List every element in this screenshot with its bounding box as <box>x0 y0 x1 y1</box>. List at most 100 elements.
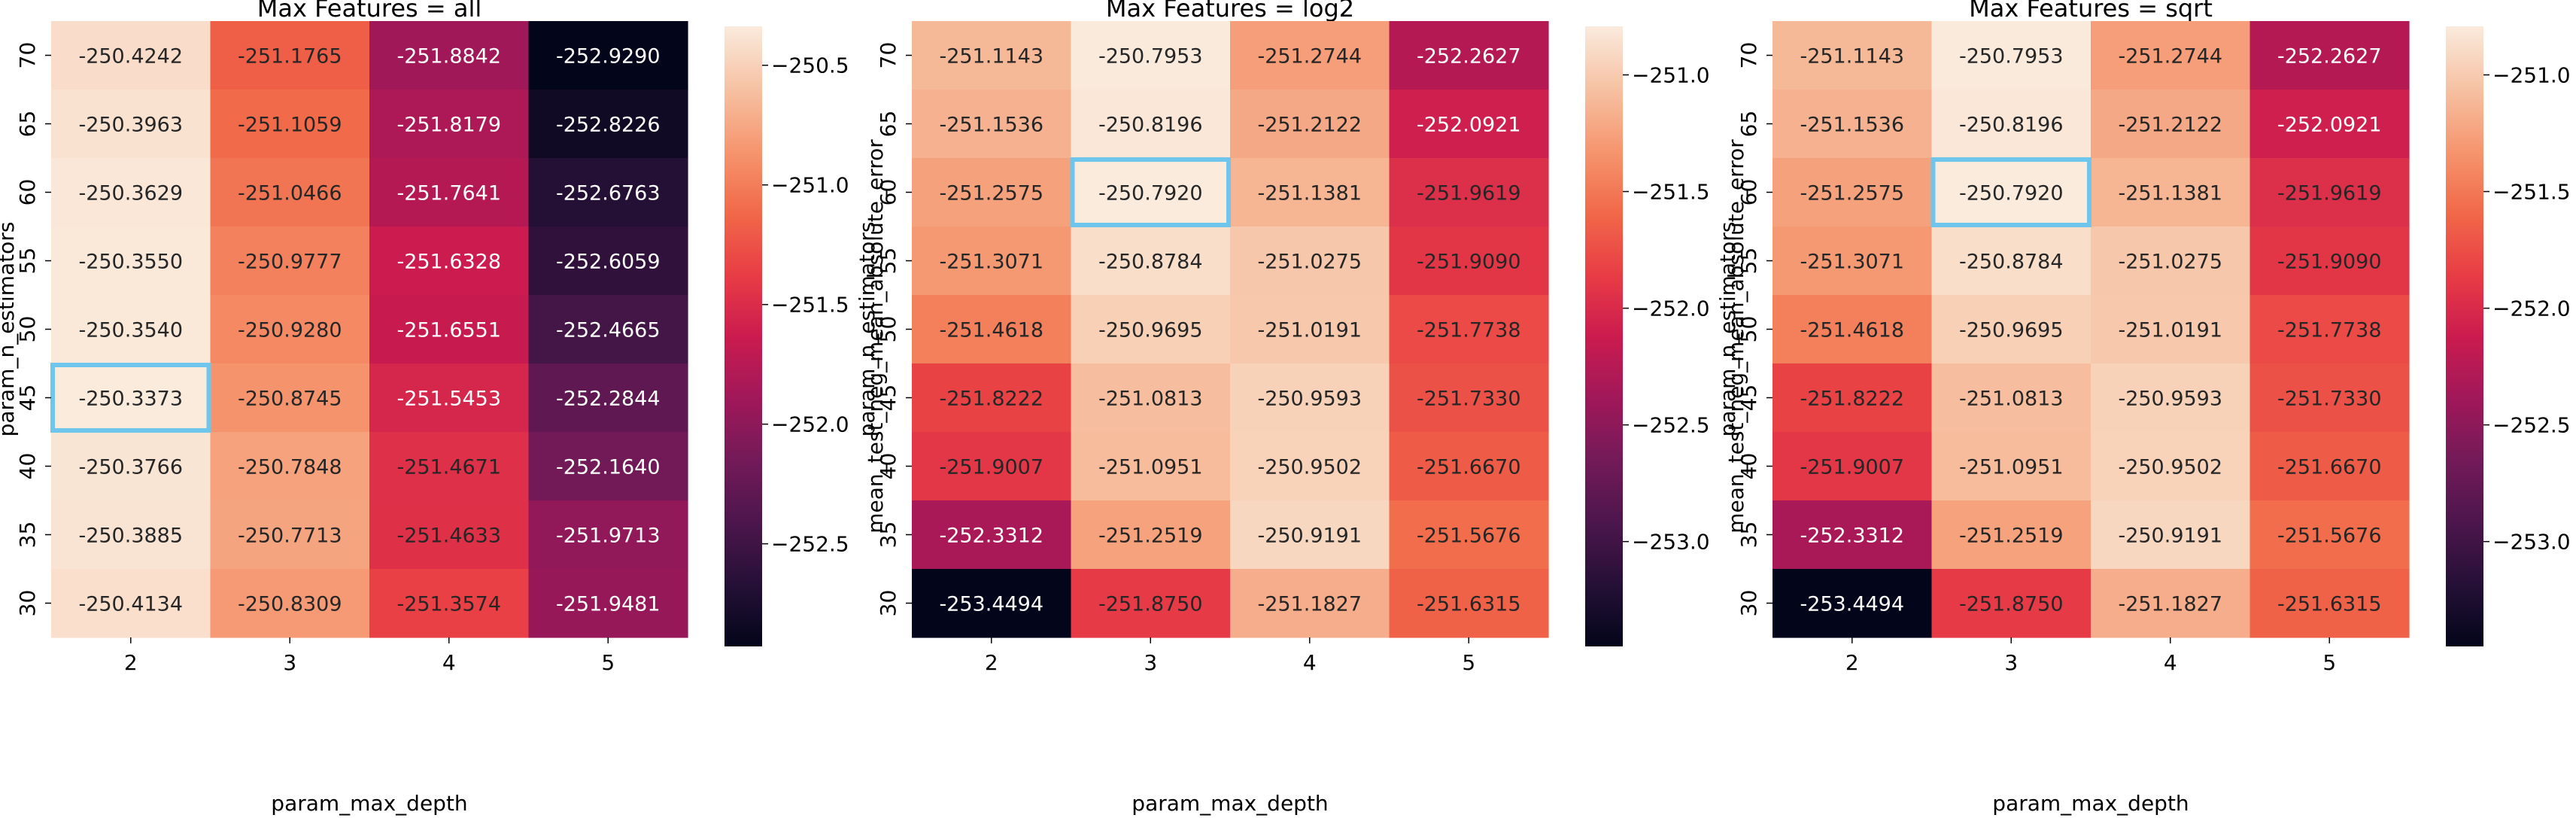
cell-label: -251.0951 <box>1959 456 2064 479</box>
cell-label: -251.1536 <box>939 114 1043 137</box>
heatmap-cell <box>1230 90 1390 159</box>
x-tick-label: 5 <box>601 650 615 675</box>
heatmap-cell <box>210 21 370 90</box>
heatmap-cell <box>1230 158 1390 227</box>
heatmap-panel-1: Max Features = all -250.4242 -251.1765 -251… <box>0 0 888 816</box>
cell-label: -251.0191 <box>2118 319 2222 342</box>
heatmap-cell <box>369 90 530 159</box>
colorbar <box>1585 26 1623 646</box>
colorbar-tick-label: −253.0 <box>1632 530 1710 555</box>
heatmap-cell <box>51 432 211 501</box>
colorbar-tick-label: −252.0 <box>2492 296 2571 321</box>
cell-label: -250.9502 <box>1257 456 1362 479</box>
colorbar-tick-label: −250.5 <box>771 53 849 78</box>
y-axis-label: param_n_estimators <box>1715 222 1740 437</box>
cell-label: -251.5453 <box>396 388 501 411</box>
cell-label: -251.6551 <box>396 319 501 342</box>
chart-title: Max Features = log2 <box>1106 0 1354 23</box>
heatmap-cell <box>528 569 688 638</box>
y-tick-label: 55 <box>15 248 40 275</box>
cell-label: -251.9481 <box>556 593 661 616</box>
x-tick-label: 2 <box>124 650 138 675</box>
y-tick-label: 60 <box>876 179 901 206</box>
heatmap-cell <box>51 569 211 638</box>
cell-label: -253.4494 <box>939 593 1043 616</box>
cell-label: -251.0191 <box>1257 319 1362 342</box>
cell-label: -251.4633 <box>396 525 501 548</box>
heatmap-cell <box>369 363 530 433</box>
y-tick-label: 65 <box>15 111 40 138</box>
heatmap-cell <box>210 295 370 364</box>
y-tick-label: 50 <box>876 316 901 343</box>
heatmap-cell <box>51 158 211 227</box>
heatmap-cell <box>1773 21 1933 90</box>
cell-label: -251.3574 <box>396 593 501 616</box>
heatmap-cell <box>369 432 530 501</box>
heatmap-cell <box>1389 432 1549 501</box>
cell-label: -251.8179 <box>396 114 501 137</box>
cell-label: -251.9619 <box>1417 182 1521 205</box>
heatmap-cell <box>1931 295 2091 364</box>
y-tick-label: 70 <box>876 42 901 69</box>
cell-label: -251.2519 <box>1959 525 2064 548</box>
heatmap-cell <box>369 500 530 570</box>
cell-label: -251.7641 <box>396 182 501 205</box>
heatmap-cell <box>2091 90 2251 159</box>
heatmap-cell <box>210 500 370 570</box>
y-tick-label: 45 <box>1736 385 1761 412</box>
cell-label: -252.9290 <box>556 45 661 68</box>
heatmap-cell <box>210 363 370 433</box>
x-tick-label: 4 <box>1303 650 1317 675</box>
heatmap-cell <box>1071 569 1231 638</box>
x-tick-label: 4 <box>2164 650 2177 675</box>
heatmap-cell <box>1931 432 2091 501</box>
heatmap-cell <box>2249 21 2410 90</box>
cell-label: -250.3540 <box>78 319 183 342</box>
cell-label: -250.9695 <box>1098 319 1203 342</box>
colorbar-tick-label: −253.0 <box>2492 530 2571 555</box>
heatmap-cell <box>912 295 1072 364</box>
heatmap-cell <box>2249 569 2410 638</box>
cell-label: -250.8745 <box>238 388 342 411</box>
heatmap-cell <box>1230 432 1390 501</box>
heatmap-cell <box>528 363 688 433</box>
cell-label: -251.3071 <box>1800 251 1904 274</box>
y-tick-label: 30 <box>876 590 901 617</box>
cell-label: -250.9777 <box>238 251 342 274</box>
colorbar-tick-label: −252.0 <box>1632 296 1710 321</box>
cell-label: -251.0813 <box>1098 388 1203 411</box>
x-axis-label: param_max_depth <box>271 791 467 816</box>
heatmap-cell <box>912 21 1072 90</box>
best-cell-highlight <box>1070 157 1231 227</box>
heatmap-cell <box>528 500 688 570</box>
x-axis-label: param_max_depth <box>1132 791 1328 816</box>
heatmap-cell <box>210 158 370 227</box>
heatmap-cell <box>1773 90 1933 159</box>
heatmap-cell <box>1773 569 1933 638</box>
x-tick-label: 2 <box>1845 650 1859 675</box>
heatmap-cell <box>2091 432 2251 501</box>
heatmap-cell <box>1071 363 1231 433</box>
cell-label: -251.8842 <box>396 45 501 68</box>
heatmap-cell <box>1773 432 1933 501</box>
heatmap-cell <box>1230 500 1390 570</box>
colorbar-tick-label: −251.5 <box>1632 180 1710 205</box>
cell-label: -250.9502 <box>2118 456 2222 479</box>
cell-label: -253.4494 <box>1800 593 1904 616</box>
x-tick-label: 3 <box>2004 650 2018 675</box>
cell-label: -251.3071 <box>939 251 1043 274</box>
heatmap-cell <box>1071 432 1231 501</box>
y-tick-label: 40 <box>876 453 901 480</box>
cell-label: -251.2744 <box>2118 45 2222 68</box>
y-tick-label: 45 <box>15 385 40 412</box>
cell-label: -250.7848 <box>238 456 342 479</box>
cell-label: -251.5676 <box>2277 525 2382 548</box>
cell-label: -251.1827 <box>1257 593 1362 616</box>
heatmap-cell <box>2249 90 2410 159</box>
chart-title: Max Features = all <box>257 0 481 23</box>
heatmap-cell <box>1071 295 1231 364</box>
heatmap-cell <box>1931 227 2091 296</box>
heatmap-panel-3: Max Features = sqrt -251.1143 -250.7953 -25… <box>1715 0 2571 816</box>
cell-label: -250.7953 <box>1959 45 2064 68</box>
heatmap-cell <box>1389 227 1549 296</box>
